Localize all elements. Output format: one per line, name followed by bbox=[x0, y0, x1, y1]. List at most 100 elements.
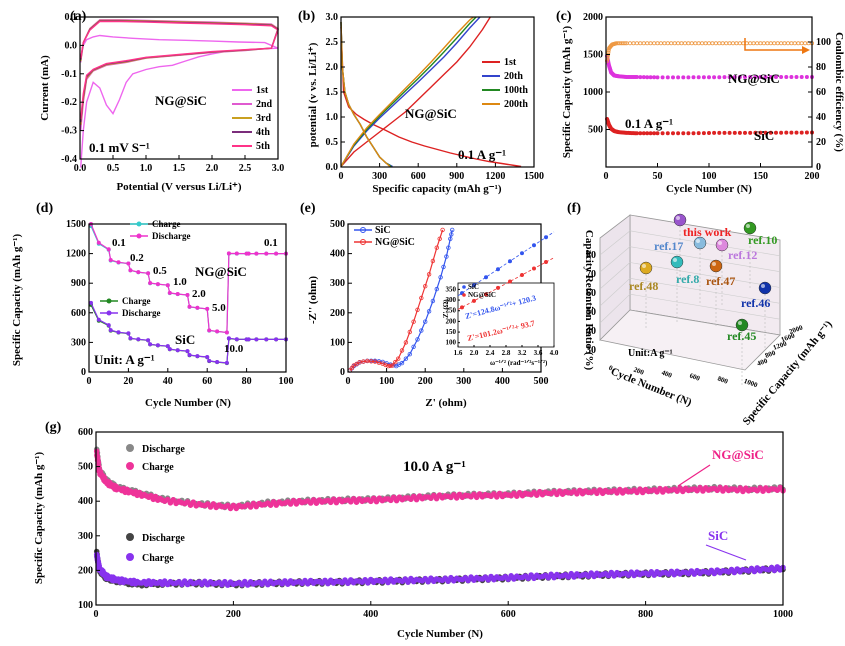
data-point-SiC bbox=[743, 130, 748, 135]
data-point-Coulombic efficiency bbox=[748, 41, 753, 46]
legend-marker bbox=[360, 227, 366, 233]
rate-point bbox=[148, 342, 153, 347]
legend-label: Charge bbox=[122, 296, 151, 306]
f-point-ref-12 bbox=[715, 238, 729, 252]
inset-x-tick-label: 2.8 bbox=[502, 349, 511, 357]
data-point-Coulombic efficiency bbox=[775, 41, 780, 46]
f-point-highlight bbox=[673, 258, 677, 262]
data-point-NG@SiC bbox=[804, 75, 809, 80]
f-point-label: ref.17 bbox=[654, 239, 683, 253]
f-point-highlight bbox=[718, 241, 722, 245]
inset-point-NG@SiC bbox=[471, 298, 476, 303]
rate-point bbox=[207, 358, 212, 363]
y-right-tick-label: 100 bbox=[816, 37, 831, 48]
x-tick-label: 200 bbox=[418, 376, 433, 387]
y-tick-label: 400 bbox=[330, 249, 345, 260]
f-point-label: ref.12 bbox=[728, 248, 757, 262]
data-point-Coulombic efficiency bbox=[772, 41, 777, 46]
data-point-SiC bbox=[748, 130, 753, 135]
annotation-current-b: 0.1 A g⁻¹ bbox=[458, 147, 506, 162]
data-point-NG@SiC bbox=[768, 75, 773, 80]
data-point-SiC bbox=[799, 130, 804, 135]
data-point-NG@SiC bbox=[655, 75, 660, 80]
y-tick-label: 300 bbox=[78, 531, 93, 542]
axes-g bbox=[95, 431, 784, 606]
arrow-ngsic-g bbox=[677, 464, 711, 487]
rate-point bbox=[215, 329, 220, 334]
data-point-SiC bbox=[712, 130, 717, 135]
legend-label: Discharge bbox=[152, 231, 191, 241]
f-y-tick-label: 2000 bbox=[788, 323, 804, 335]
data-point-Coulombic efficiency bbox=[803, 41, 808, 46]
y-tick-label: -0.1 bbox=[61, 69, 77, 80]
x-tick-label: 1200 bbox=[485, 171, 505, 182]
x-tick-label: 200 bbox=[805, 171, 820, 182]
rate-point bbox=[187, 304, 192, 309]
rate-point bbox=[185, 292, 190, 297]
nyquist-point-NG@SiC bbox=[437, 236, 442, 241]
y-tick-label: 1500 bbox=[66, 219, 86, 230]
legend-label: 200th bbox=[504, 99, 528, 110]
inset-point-NG@SiC bbox=[532, 266, 537, 271]
panel-label-c: (c) bbox=[556, 9, 572, 24]
data-point-SiC bbox=[758, 130, 763, 135]
x-tick-label: 2.5 bbox=[239, 163, 252, 174]
data-point-NG@SiC bbox=[717, 75, 722, 80]
legend-label: Discharge bbox=[142, 533, 185, 544]
y-tick-label: 500 bbox=[588, 125, 603, 136]
data-point-NG@SiC bbox=[799, 75, 804, 80]
nyquist-point-NG@SiC bbox=[376, 360, 382, 365]
inset-point-NG@SiC bbox=[520, 272, 525, 277]
rate-point bbox=[246, 337, 251, 342]
panel-label-b: (b) bbox=[298, 9, 315, 24]
y-tick-label: 2.0 bbox=[326, 62, 339, 73]
rate-label: 0.1 bbox=[112, 237, 126, 249]
x-tick-label: 100 bbox=[379, 376, 394, 387]
f-z-tick-label: 30 bbox=[586, 345, 596, 356]
nyquist-point-NG@SiC bbox=[388, 363, 393, 368]
y-tick-label: 200 bbox=[78, 565, 93, 576]
rate-point bbox=[146, 338, 151, 343]
data-point-Coulombic efficiency bbox=[672, 41, 677, 46]
inset-y-tick-label: 200 bbox=[446, 317, 457, 325]
f-point-ref-17 bbox=[693, 236, 707, 250]
data-point-SiC bbox=[696, 131, 701, 136]
y-right-tick-label: 0 bbox=[816, 162, 821, 173]
data-point-Coulombic efficiency bbox=[686, 41, 691, 46]
inset-point-SiC bbox=[544, 235, 549, 240]
rate-point bbox=[148, 280, 153, 285]
cv-curve-5th bbox=[80, 20, 279, 120]
f-point-label: ref.10 bbox=[748, 233, 777, 247]
x-tick-label: 600 bbox=[501, 609, 516, 620]
y-tick-label: 1.5 bbox=[326, 87, 339, 98]
inset-point-SiC bbox=[471, 283, 476, 288]
inset-point-NG@SiC bbox=[483, 292, 488, 297]
rate-point bbox=[234, 337, 239, 342]
gcd-curve bbox=[340, 21, 393, 168]
data-point-Coulombic efficiency bbox=[631, 41, 636, 46]
x-tick-label: 0 bbox=[339, 171, 344, 182]
x-tick-label: 1000 bbox=[773, 609, 793, 620]
rate-point bbox=[165, 344, 170, 349]
ylabel-e: -Z'' (ohm) bbox=[307, 276, 319, 324]
data-point-NG@SiC bbox=[789, 75, 794, 80]
data-point-Coulombic efficiency bbox=[796, 41, 801, 46]
y-tick-label: 0.0 bbox=[65, 40, 78, 51]
rate-point bbox=[224, 330, 229, 335]
nyquist-point-SiC bbox=[438, 275, 443, 280]
inset-y-tick-label: 250 bbox=[446, 307, 457, 315]
x-tick-label: 600 bbox=[411, 171, 426, 182]
y-tick-label: 600 bbox=[78, 427, 93, 438]
legend-label: 20th bbox=[504, 71, 523, 82]
data-point-NG@SiC bbox=[641, 75, 646, 80]
f-grid bbox=[599, 230, 631, 256]
panel-label-f: (f) bbox=[567, 201, 581, 216]
y-tick-label: 3.0 bbox=[326, 12, 339, 23]
legend-label: 3rd bbox=[256, 113, 271, 124]
data-point-Coulombic efficiency bbox=[652, 41, 657, 46]
data-point-Coulombic efficiency bbox=[737, 41, 742, 46]
inset-point-NG@SiC bbox=[459, 305, 464, 310]
nyquist-point-SiC bbox=[441, 264, 446, 270]
ylabel-a: Current (mA) bbox=[39, 55, 51, 121]
data-point-Coulombic efficiency bbox=[792, 41, 797, 46]
